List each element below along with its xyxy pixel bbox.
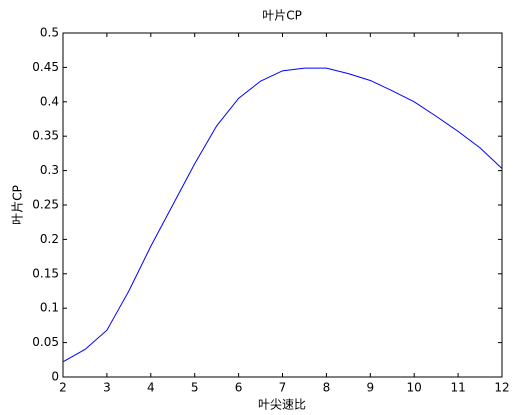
x-axis-label: 叶尖速比: [258, 398, 306, 412]
y-tick-label: 0.05: [32, 335, 59, 349]
x-tick-label: 8: [323, 381, 331, 395]
x-tick-label: 7: [279, 381, 287, 395]
x-tick-label: 4: [147, 381, 155, 395]
plot-box: [62, 32, 503, 378]
x-tick-label: 3: [103, 381, 111, 395]
line-series: [62, 67, 503, 363]
y-tick-label: 0.35: [32, 129, 59, 143]
y-tick-label: 0.25: [32, 198, 59, 212]
y-tick-label: 0.2: [40, 232, 59, 246]
chart-title: 叶片CP: [262, 9, 302, 23]
y-tick-label: 0.1: [40, 301, 59, 315]
y-tick-label: 0.5: [40, 26, 59, 40]
y-tick-label: 0.4: [40, 94, 59, 108]
x-tick-label: 6: [235, 381, 243, 395]
y-axis-label: 叶片CP: [11, 185, 25, 225]
y-tick-label: 0.15: [32, 266, 59, 280]
x-tick-label: 9: [366, 381, 374, 395]
x-tick-label: 12: [494, 381, 509, 395]
y-tick-label: 0: [51, 370, 59, 384]
x-tick-label: 11: [450, 381, 465, 395]
x-tick-label: 2: [59, 381, 67, 395]
y-tick-label: 0.45: [32, 60, 59, 74]
x-tick-label: 10: [407, 381, 422, 395]
x-tick-label: 5: [191, 381, 199, 395]
y-tick-label: 0.3: [40, 163, 59, 177]
